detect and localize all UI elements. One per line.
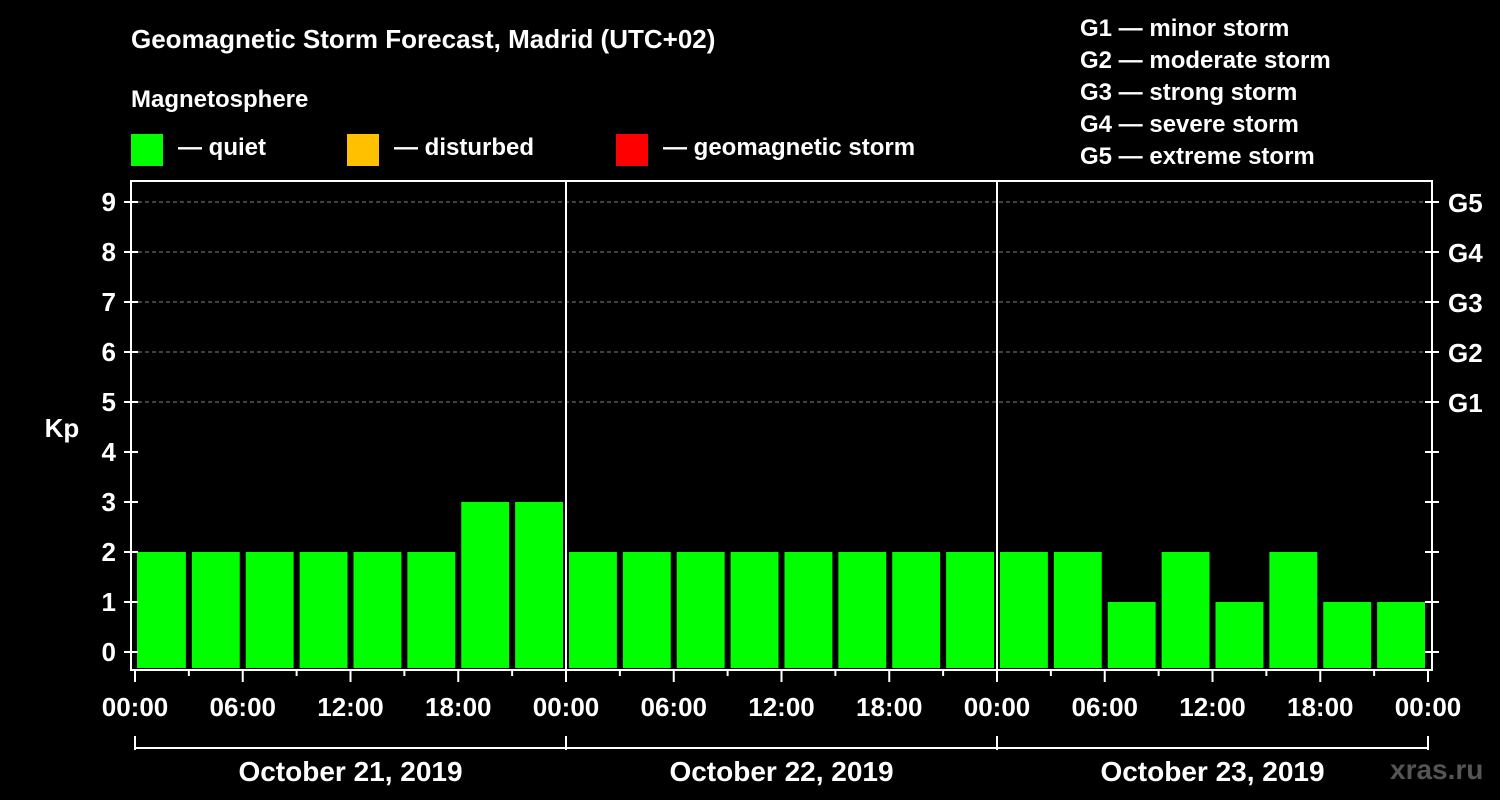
- kp-bar-4: [353, 552, 402, 668]
- x-tick-label-7: 18:00: [856, 692, 923, 722]
- kp-bar-8: [569, 552, 617, 668]
- kp-bar-12: [784, 552, 833, 668]
- legend-swatch-storm: [616, 134, 648, 166]
- legend-label-storm: — geomagnetic storm: [663, 134, 916, 161]
- kp-bar-3: [299, 552, 348, 668]
- y-tick-label-8: 8: [102, 237, 116, 267]
- legend-label-disturbed: — disturbed: [394, 134, 535, 161]
- kp-bar-20: [1215, 602, 1264, 668]
- kp-bar-2: [245, 552, 294, 668]
- kp-bar-5: [407, 552, 456, 668]
- x-tick-label-5: 06:00: [641, 692, 708, 722]
- kp-bar-10: [676, 552, 725, 668]
- y-tick-label-1: 1: [102, 587, 116, 617]
- x-tick-label-2: 12:00: [317, 692, 384, 722]
- legend-label-quiet: — quiet: [178, 134, 266, 161]
- g-scale-g3: G3 — strong storm: [1080, 79, 1298, 106]
- kp-bar-6: [461, 502, 510, 668]
- g-level-label-g3: G3: [1448, 288, 1483, 318]
- magnetosphere-heading: Magnetosphere: [131, 86, 309, 113]
- x-tick-label-4: 00:00: [533, 692, 600, 722]
- y-axis-label: Kp: [45, 413, 80, 443]
- axis-ticks: 0 1 2 3 4 5 6 7 8 9 G1 G2 G3 G4 G5 00:00 06:00 12:00 18:00…: [102, 187, 1484, 787]
- g-level-label-g2: G2: [1448, 338, 1483, 368]
- legend-swatch-quiet: [131, 134, 163, 166]
- kp-bar-22: [1323, 602, 1372, 668]
- legend-swatch-disturbed: [347, 134, 379, 166]
- g-scale-g4: G4 — severe storm: [1080, 111, 1299, 138]
- y-tick-label-3: 3: [102, 487, 116, 517]
- kp-bar-15: [946, 552, 994, 668]
- y-tick-label-4: 4: [102, 437, 117, 467]
- g-level-label-g5: G5: [1448, 188, 1483, 218]
- y-tick-label-7: 7: [102, 287, 116, 317]
- y-tick-label-6: 6: [102, 337, 116, 367]
- g-scale-g2: G2 — moderate storm: [1080, 47, 1331, 74]
- g-level-label-g4: G4: [1448, 238, 1483, 268]
- kp-bar-9: [622, 552, 671, 668]
- y-tick-label-2: 2: [102, 537, 116, 567]
- g-scale-g1: G1 — minor storm: [1080, 15, 1290, 42]
- g-level-label-g1: G1: [1448, 388, 1483, 418]
- x-tick-label-1: 06:00: [210, 692, 277, 722]
- date-label-2: October 23, 2019: [1100, 756, 1324, 787]
- kp-bar-7: [515, 502, 563, 668]
- y-tick-label-5: 5: [102, 387, 116, 417]
- kp-bar-0: [137, 552, 186, 668]
- kp-bar-17: [1053, 552, 1102, 668]
- x-tick-label-9: 06:00: [1072, 692, 1139, 722]
- date-label-0: October 21, 2019: [238, 756, 462, 787]
- kp-bar-11: [730, 552, 779, 668]
- kp-bar-23: [1377, 602, 1425, 668]
- watermark: xras.ru: [1390, 754, 1484, 785]
- x-tick-label-12: 00:00: [1395, 692, 1462, 722]
- chart-title: Geomagnetic Storm Forecast, Madrid (UTC+…: [131, 24, 716, 54]
- kp-bar-13: [838, 552, 887, 668]
- y-tick-label-0: 0: [102, 637, 116, 667]
- kp-bar-18: [1107, 602, 1156, 668]
- date-label-1: October 22, 2019: [669, 756, 893, 787]
- x-tick-label-10: 12:00: [1179, 692, 1246, 722]
- kp-bar-16: [1000, 552, 1048, 668]
- grid-lines: [131, 201, 1432, 403]
- x-tick-label-6: 12:00: [748, 692, 815, 722]
- g-scale-g5: G5 — extreme storm: [1080, 143, 1315, 170]
- x-tick-label-0: 00:00: [102, 692, 169, 722]
- kp-bar-19: [1161, 552, 1210, 668]
- x-tick-label-8: 00:00: [964, 692, 1031, 722]
- kp-bars: [137, 502, 1425, 668]
- x-tick-label-11: 18:00: [1287, 692, 1354, 722]
- x-tick-label-3: 18:00: [425, 692, 492, 722]
- kp-bar-1: [191, 552, 240, 668]
- y-tick-label-9: 9: [102, 187, 116, 217]
- kp-bar-14: [892, 552, 941, 668]
- kp-bar-21: [1269, 552, 1318, 668]
